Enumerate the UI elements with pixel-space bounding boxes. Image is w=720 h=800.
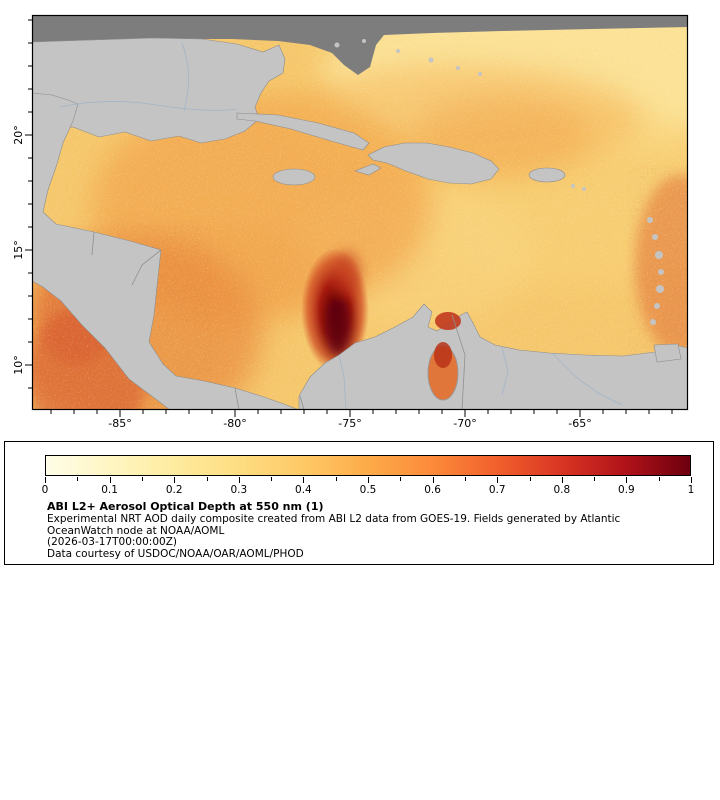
land-central-america bbox=[32, 92, 300, 410]
x-axis-major-ticks bbox=[119, 410, 581, 417]
border-lines bbox=[91, 231, 466, 410]
x-tick-label: -65° bbox=[568, 417, 591, 430]
colorbar-tick-label: 0.5 bbox=[359, 484, 377, 496]
colorbar-tickmark bbox=[626, 477, 628, 483]
land-cuba bbox=[236, 112, 370, 151]
y-tick-label: 10° bbox=[12, 355, 25, 375]
y-tick-label: 20° bbox=[12, 125, 25, 145]
colorbar-tickmark bbox=[561, 477, 563, 483]
colorbar-tick-label: 0.1 bbox=[101, 484, 118, 496]
colorbar-tickmarks bbox=[45, 477, 692, 484]
colorbar-tickmark bbox=[174, 477, 176, 483]
colorbar-tickmark bbox=[206, 477, 208, 481]
land-puerto-rico bbox=[528, 167, 566, 183]
land-jamaica bbox=[272, 168, 316, 186]
colorbar-tickmark bbox=[432, 477, 434, 483]
colorbar-tickmark bbox=[109, 477, 111, 483]
legend-line-1: Experimental NRT AOD daily composite cre… bbox=[47, 513, 621, 525]
legend-title: ABI L2+ Aerosol Optical Depth at 550 nm … bbox=[47, 500, 324, 513]
colorbar-tickmark bbox=[45, 477, 46, 483]
map-frame bbox=[31, 14, 689, 411]
land-hispaniola-peninsula bbox=[354, 163, 382, 176]
colorbar-tick-label: 0.4 bbox=[295, 484, 312, 496]
axis-ticks bbox=[25, 19, 673, 417]
colorbar-tickmark bbox=[594, 477, 596, 481]
colorbar-tickmark bbox=[497, 477, 499, 483]
colorbar-tickmark bbox=[141, 477, 143, 481]
colorbar-labels: 0 0.1 0.2 0.3 0.4 0.5 0.6 0.7 0.8 0.9 1 bbox=[41, 484, 695, 498]
colorbar-tick-label: 0.9 bbox=[618, 484, 635, 496]
colorbar-tickmark bbox=[271, 477, 273, 481]
lake-maracaibo bbox=[427, 312, 461, 401]
colorbar bbox=[45, 455, 691, 476]
colorbar-tickmark bbox=[77, 477, 79, 481]
legend-timestamp: (2026-03-17T00:00:00Z) bbox=[47, 536, 177, 548]
x-tick-label: -70° bbox=[453, 417, 476, 430]
x-axis-labels: -85° -80° -75° -70° -65° bbox=[108, 417, 591, 430]
river-lines bbox=[59, 42, 623, 410]
colorbar-tickmark bbox=[529, 477, 531, 481]
colorbar-tick-label: 0.3 bbox=[230, 484, 248, 496]
land-trinidad bbox=[653, 343, 682, 363]
legend-panel: 0 0.1 0.2 0.3 0.4 0.5 0.6 0.7 0.8 0.9 1 ABI L2+ Ae… bbox=[4, 441, 714, 565]
colorbar-tick-label: 0.6 bbox=[424, 484, 441, 496]
land-hispaniola bbox=[367, 142, 500, 185]
land-bahamas bbox=[334, 39, 586, 191]
colorbar-tickmark bbox=[691, 477, 692, 483]
x-tick-label: -85° bbox=[108, 417, 131, 430]
aod-map-figure: -85° -80° -75° -70° -65° 20° 15° 10° bbox=[12, 14, 689, 430]
colorbar-tick-label: 0 bbox=[41, 484, 49, 496]
no-data-layer bbox=[32, 15, 688, 75]
y-axis-labels: 20° 15° 10° bbox=[12, 125, 25, 375]
colorbar-tick-label: 1 bbox=[687, 484, 695, 496]
colorbar-tickmark bbox=[303, 477, 305, 483]
colorbar-tickmark bbox=[464, 477, 466, 481]
colorbar-tickmark bbox=[658, 477, 660, 481]
legend-courtesy: Data courtesy of USDOC/NOAA/OAR/AOML/PHO… bbox=[47, 547, 304, 560]
land-layer bbox=[32, 37, 688, 410]
legend-description: Experimental NRT AOD daily composite cre… bbox=[47, 513, 621, 560]
colorbar-tickmark bbox=[238, 477, 240, 483]
colorbar-tickmark bbox=[368, 477, 369, 483]
aod-plume-hotspot bbox=[301, 248, 369, 372]
x-tick-label: -75° bbox=[338, 417, 361, 430]
colorbar-tickmark bbox=[335, 477, 337, 481]
land-lesser-antilles bbox=[647, 217, 664, 325]
y-tick-label: 15° bbox=[12, 240, 25, 260]
colorbar-tick-label: 0.2 bbox=[165, 484, 183, 496]
x-axis-minor-ticks bbox=[50, 410, 673, 414]
colorbar-tick-label: 0.8 bbox=[553, 484, 571, 496]
legend-line-2: OceanWatch node at NOAA/AOML bbox=[47, 524, 225, 537]
y-axis-major-ticks bbox=[25, 134, 32, 366]
colorbar-tick-label: 0.7 bbox=[488, 484, 506, 496]
colorbar-tickmark bbox=[400, 477, 402, 481]
map-canvas bbox=[32, 15, 688, 410]
x-tick-label: -80° bbox=[223, 417, 246, 430]
land-gulf-cloud-mass bbox=[32, 37, 286, 144]
y-axis-minor-ticks bbox=[28, 19, 32, 389]
